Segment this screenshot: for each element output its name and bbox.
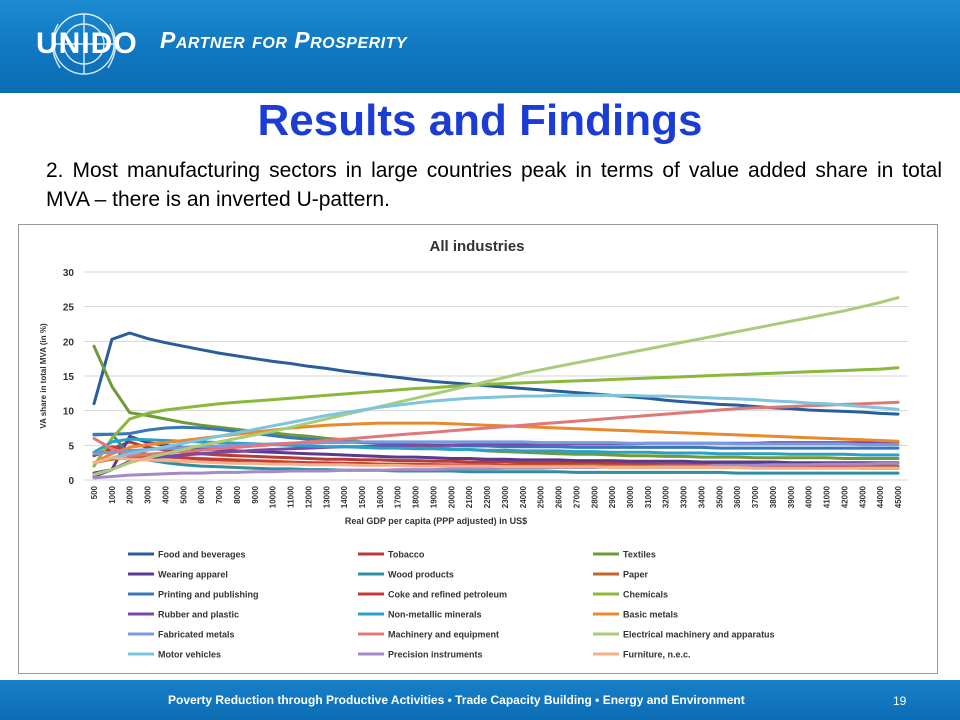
y-tick-label: 25 [63,303,75,314]
x-tick-label: 18000 [412,485,421,508]
x-tick-label: 5000 [179,485,188,503]
y-tick-label: 0 [68,476,74,487]
x-tick-label: 23000 [501,485,510,508]
series-line [92,456,900,470]
x-tick-label: 11000 [287,485,296,507]
x-tick-label: 19000 [429,485,438,508]
chart-title: All industries [429,238,524,255]
x-tick-label: 43000 [858,485,867,508]
series-line [92,434,900,475]
x-tick-label: 13000 [322,485,331,508]
x-tick-label: 2000 [126,485,135,503]
legend-entry: Wood products [388,570,454,580]
x-tick-label: 6000 [197,485,206,503]
series-line [92,425,900,450]
legend-entry: Tobacco [388,550,425,560]
y-tick-label: 30 [63,268,75,279]
x-tick-label: 22000 [483,485,492,508]
legend-entry: Textiles [623,550,656,560]
tagline: Partner for Prosperity [160,27,408,53]
x-tick-label: 9000 [251,485,260,503]
x-tick-label: 16000 [376,485,385,508]
x-tick-label: 40000 [805,485,814,508]
legend-entry: Wearing apparel [158,570,228,580]
x-tick-label: 32000 [662,485,671,508]
legend-entry: Non-metallic minerals [388,610,482,620]
series-line [92,366,900,468]
y-tick-label: 5 [68,441,74,452]
header-bar [0,0,960,93]
page-number: 19 [893,694,907,708]
line-chart: All industries 0 5 10 15 20 25 30 VA share in to… [39,238,908,660]
series-line [92,393,900,465]
y-tick-label: 15 [63,372,75,383]
x-tick-label: 26000 [555,485,564,508]
series-line [92,400,900,458]
logo-text: UNIDO [36,27,138,60]
legend-entry: Printing and publishing [158,590,259,600]
x-tick-label: 15000 [358,485,367,508]
x-tick-label: 25000 [537,485,546,508]
intro-text: 2. Most manufacturing sectors in large c… [46,159,942,211]
un-emblem-icon [51,13,117,75]
y-tick-label: 10 [63,407,75,418]
x-tick-label: 24000 [519,485,528,508]
x-tick-label: 31000 [644,485,653,508]
x-tick-label: 36000 [733,485,742,508]
series-line [92,437,900,457]
legend-entry: Rubber and plastic [158,610,239,620]
x-tick-label: 20000 [447,485,456,508]
x-tick-label: 27000 [572,485,581,508]
legend-entry: Chemicals [623,590,668,600]
legend-entry: Basic metals [623,610,678,620]
x-tick-label: 33000 [680,485,689,508]
x-tick-label: 8000 [233,485,242,503]
x-tick-label: 14000 [340,485,349,508]
x-tick-label: 44000 [876,485,885,508]
x-tick-label: 41000 [823,485,832,508]
x-tick-label: 28000 [590,485,599,508]
x-tick-label: 38000 [769,485,778,508]
y-axis-label: VA share in total MVA (in %) [39,323,48,429]
footer-text: Poverty Reduction through Productive Act… [168,693,745,707]
x-axis-label: Real GDP per capita (PPP adjusted) in US… [345,516,527,526]
series-line [92,432,900,475]
x-tick-label: 12000 [304,485,313,508]
page-title: Results and Findings [257,96,703,145]
legend-entry: Electrical machinery and apparatus [623,630,775,640]
x-tick-label: 39000 [787,485,796,508]
footer-bar [0,680,960,720]
legend-entry: Paper [623,570,649,580]
legend-entry: Motor vehicles [158,650,221,660]
x-tick-label: 10000 [269,485,278,508]
legend-entry: Coke and refined petroleum [388,590,507,600]
x-tick-label: 500 [90,485,99,499]
legend-entry: Food and beverages [158,550,246,560]
x-tick-label: 4000 [161,485,170,503]
legend-entry: Machinery and equipment [388,630,499,640]
series-line [92,440,900,456]
legend-entry: Furniture, n.e.c. [623,650,691,660]
x-tick-label: 42000 [840,485,849,508]
x-tick-label: 34000 [697,485,706,508]
y-tick-label: 20 [63,337,75,348]
series-line [92,296,900,476]
legend-entry: Fabricated metals [158,630,235,640]
x-tick-label: 21000 [465,485,474,508]
series-line [92,461,900,480]
x-tick-label: 1000 [108,485,117,503]
x-tick-label: 29000 [608,485,617,508]
x-tick-label: 45000 [894,485,903,508]
x-tick-label: 37000 [751,485,760,508]
x-tick-label: 3000 [144,485,153,503]
x-tick-label: 30000 [626,485,635,508]
legend-entry: Precision instruments [388,650,483,660]
x-tick-label: 17000 [394,485,403,508]
x-tick-label: 35000 [715,485,724,508]
x-tick-label: 7000 [215,485,224,503]
